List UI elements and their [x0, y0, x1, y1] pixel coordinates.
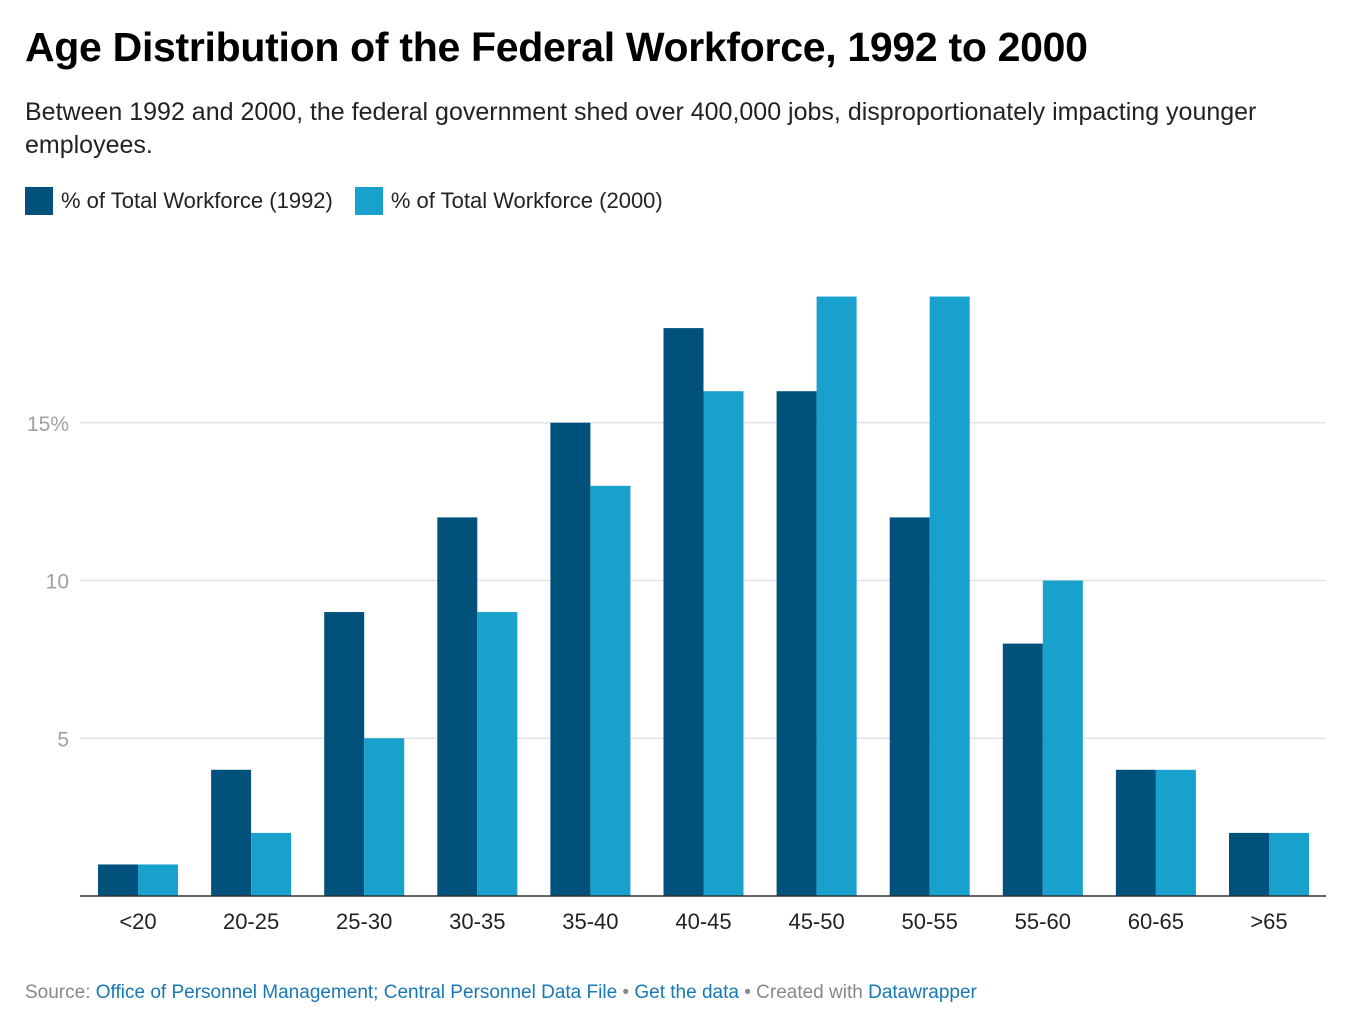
chart-subtitle: Between 1992 and 2000, the federal gover…	[25, 98, 1257, 159]
bar-1992-7	[889, 517, 930, 896]
bars	[98, 296, 1309, 897]
legend-label-1992: % of Total Workforce (1992)	[61, 188, 333, 213]
bar-1992-5	[663, 328, 704, 897]
y-tick-label-15: 15%	[27, 413, 69, 436]
y-axis-labels: 5 10 15%	[27, 413, 69, 752]
bar-1992-9	[1115, 769, 1156, 896]
bar-1992-2	[324, 612, 365, 896]
x-tick-label-6: 45-50	[788, 909, 844, 934]
x-tick-label-8: 55-60	[1015, 909, 1071, 934]
legend-swatch-1992	[25, 187, 53, 215]
bar-2000-7	[929, 296, 970, 896]
bar-1992-4	[550, 422, 591, 896]
x-tick-label-0: <20	[119, 909, 156, 934]
bar-chart: 5 10 15% <20 20-25 25-30 30-35 35-40 40-45 45-50…	[27, 296, 1326, 934]
bar-2000-4	[590, 485, 631, 896]
bar-2000-2	[364, 738, 405, 896]
x-tick-label-7: 50-55	[902, 909, 958, 934]
bar-2000-9	[1155, 769, 1196, 896]
bar-2000-3	[477, 612, 518, 896]
created-with-text: Created with	[756, 982, 863, 1003]
x-tick-label-4: 35-40	[562, 909, 618, 934]
chart-legend: % of Total Workforce (1992) % of Total W…	[25, 186, 685, 216]
datawrapper-link[interactable]: Datawrapper	[868, 982, 977, 1003]
x-tick-label-5: 40-45	[675, 909, 731, 934]
x-tick-label-10: >65	[1250, 909, 1287, 934]
chart-title: Age Distribution of the Federal Workforc…	[25, 24, 1088, 70]
legend-swatch-2000	[354, 187, 383, 215]
bar-2000-6	[816, 296, 857, 896]
bar-2000-5	[703, 391, 744, 896]
x-tick-label-2: 25-30	[336, 909, 392, 934]
footer-separator-2: •	[744, 982, 751, 1003]
bar-2000-8	[1042, 580, 1083, 896]
legend-item-2000: % of Total Workforce (2000)	[354, 187, 663, 215]
bar-1992-0	[98, 864, 138, 896]
bar-1992-3	[437, 517, 478, 896]
x-tick-label-1: 20-25	[223, 909, 279, 934]
legend-item-1992: % of Total Workforce (1992)	[25, 187, 333, 215]
legend-label-2000: % of Total Workforce (2000)	[390, 188, 663, 213]
source-prefix: Source:	[25, 982, 91, 1003]
x-axis-labels: <20 20-25 25-30 30-35 35-40 40-45 45-50 50-55 55…	[119, 909, 1287, 934]
source-link[interactable]: Office of Personnel Management; Central …	[95, 982, 618, 1003]
x-tick-label-9: 60-65	[1128, 909, 1184, 934]
bar-2000-10	[1269, 832, 1309, 896]
x-tick-label-3: 30-35	[449, 909, 505, 934]
y-tick-label-10: 10	[46, 571, 69, 594]
get-data-link[interactable]: Get the data	[634, 982, 739, 1003]
bar-2000-0	[138, 864, 178, 896]
bar-2000-1	[251, 832, 292, 896]
chart-footer: Source: Office of Personnel Management; …	[25, 982, 977, 1004]
y-tick-label-5: 5	[57, 728, 69, 751]
bar-1992-1	[211, 769, 252, 896]
bar-1992-6	[776, 391, 817, 896]
bar-1992-10	[1229, 832, 1269, 896]
footer-separator-1: •	[622, 982, 630, 1003]
bar-1992-8	[1002, 643, 1043, 896]
